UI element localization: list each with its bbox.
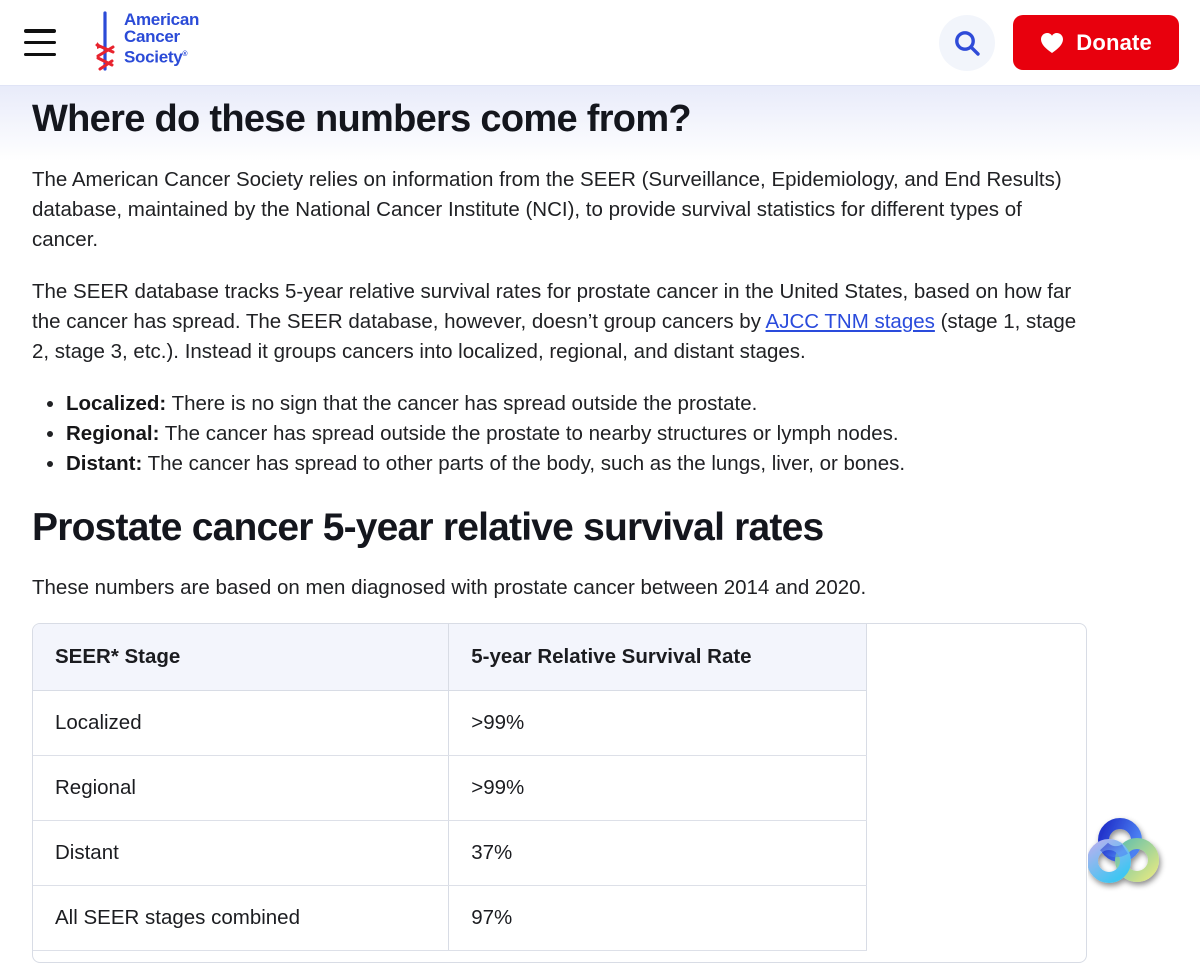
cell-stage: Regional: [33, 755, 450, 821]
donate-label: Donate: [1076, 29, 1152, 55]
survival-rates-table: SEER* Stage 5-year Relative Survival Rat…: [33, 624, 867, 951]
cell-rate: >99%: [448, 755, 867, 821]
stage-definition-list: Localized: There is no sign that the can…: [32, 389, 1062, 479]
cell-stage: Distant: [33, 820, 450, 886]
survival-rates-table-card: SEER* Stage 5-year Relative Survival Rat…: [32, 623, 1087, 963]
paragraph-text: (stage 1, stage 2, stage 3, etc.). Inste…: [32, 310, 1077, 363]
paragraph-diagnosis-years: These numbers are based on men diagnosed…: [32, 576, 867, 599]
stage-label: Distant:: [66, 452, 143, 475]
acs-logo-text: American Cancer Society®: [124, 9, 200, 67]
list-item-localized: Localized: There is no sign that the can…: [66, 389, 1062, 419]
cell-rate: >99%: [448, 690, 867, 756]
table-row: Distant 37%: [33, 820, 867, 886]
cell-rate: 97%: [448, 885, 867, 951]
stage-text: The cancer has spread to other parts of …: [142, 452, 906, 475]
stage-label: Regional:: [66, 422, 160, 445]
logo-line3: Society®: [124, 47, 188, 67]
cell-rate: 37%: [448, 820, 867, 886]
menu-bar: [24, 52, 56, 56]
menu-bar: [24, 29, 56, 33]
menu-bar: [24, 40, 56, 45]
column-header-rate: 5-year Relative Survival Rate: [448, 624, 867, 691]
menu-icon[interactable]: [24, 29, 56, 56]
paragraph-seer-intro: The American Cancer Society relies on in…: [32, 168, 1062, 251]
search-button[interactable]: [939, 14, 996, 71]
list-item-distant: Distant: The cancer has spread to other …: [66, 449, 1062, 479]
paragraph-seer-tracking: The SEER database tracks 5-year relative…: [32, 277, 1090, 367]
section-heading-survival-rates: Prostate cancer 5-year relative survival…: [32, 506, 824, 549]
heart-icon: [1041, 32, 1064, 53]
site-header: American Cancer Society® Donate: [0, 0, 1200, 85]
cell-stage: Localized: [33, 690, 450, 756]
article-body: Where do these numbers come from? The Am…: [0, 85, 1200, 963]
search-icon: [955, 30, 980, 56]
table-row: Regional >99%: [33, 755, 867, 821]
column-header-stage: SEER* Stage: [33, 624, 450, 691]
list-item-regional: Regional: The cancer has spread outside …: [66, 419, 1062, 449]
stage-text: There is no sign that the cancer has spr…: [166, 392, 758, 415]
stage-label: Localized:: [66, 392, 167, 415]
donate-button[interactable]: Donate: [1013, 15, 1179, 70]
rings-widget-button[interactable]: [1087, 814, 1168, 904]
rings-icon: [1087, 818, 1159, 883]
paragraph-text: The SEER database tracks 5-year relative…: [32, 280, 1072, 333]
acs-logo[interactable]: American Cancer Society®: [92, 9, 200, 75]
logo-line1: American: [124, 9, 200, 29]
sword-of-hope-icon: [95, 10, 115, 71]
table-header-row: SEER* Stage 5-year Relative Survival Rat…: [33, 624, 867, 691]
stage-text: The cancer has spread outside the prosta…: [159, 422, 899, 445]
logo-line2: Cancer: [124, 27, 180, 46]
cell-stage: All SEER stages combined: [33, 885, 450, 951]
table-row: All SEER stages combined 97%: [33, 885, 867, 951]
ajcc-tnm-stages-link[interactable]: AJCC TNM stages: [765, 310, 935, 333]
section-heading-numbers-source: Where do these numbers come from?: [32, 98, 692, 140]
table-row: Localized >99%: [33, 690, 867, 756]
